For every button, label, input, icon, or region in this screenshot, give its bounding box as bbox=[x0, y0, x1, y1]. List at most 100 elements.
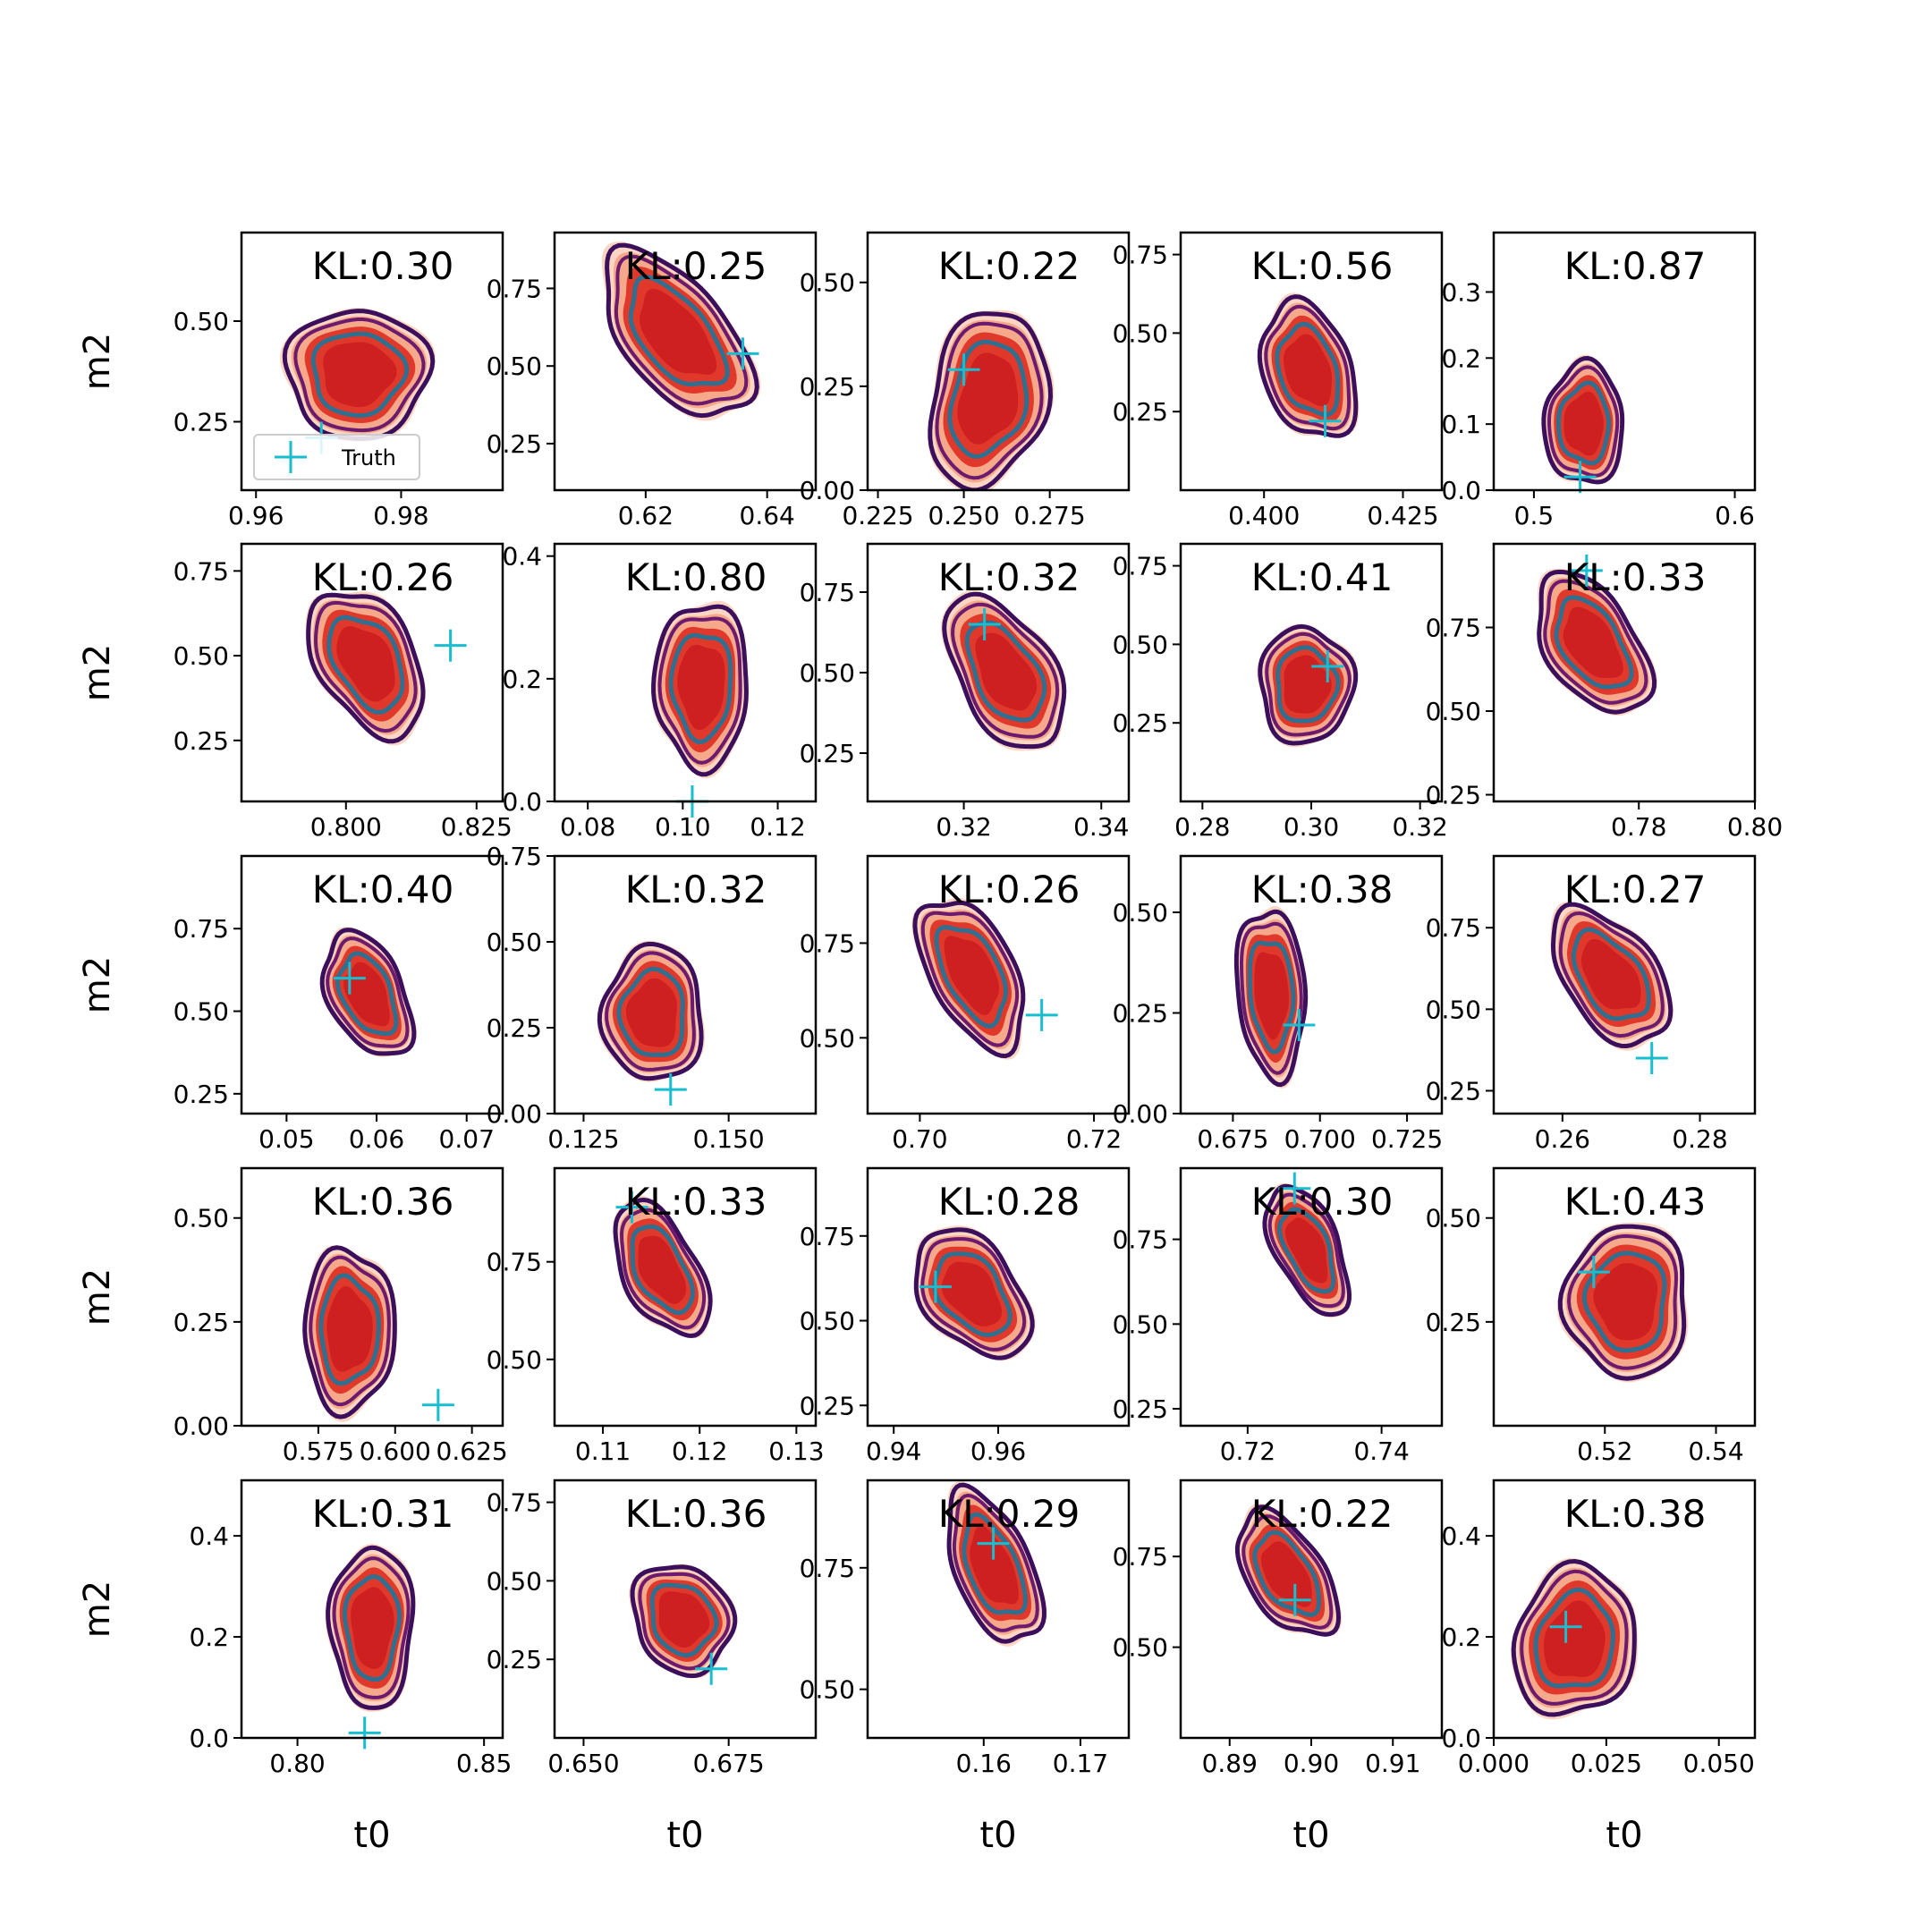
kl-annotation: KL:0.80 bbox=[625, 555, 767, 599]
subplot-5: 0.5 0.6 0.0 0.1 0.2 0.3 KL:0.87 bbox=[1441, 231, 1757, 530]
subplot-24: 0.89 0.90 0.91 0.50 0.75 KL:0.22 t0 bbox=[1113, 1479, 1444, 1856]
x-tick-label: 0.800 bbox=[310, 812, 382, 842]
x-tick-label: 0.025 bbox=[1571, 1749, 1642, 1778]
y-tick-label: 0.50 bbox=[1426, 995, 1481, 1024]
density-fill-core bbox=[1284, 334, 1332, 407]
subplot-12: 0.125 0.150 0.00 0.25 0.50 0.75 KL:0.32 bbox=[487, 842, 818, 1154]
y-tick-label: 0.25 bbox=[487, 1645, 542, 1674]
kl-annotation: KL:0.43 bbox=[1564, 1180, 1707, 1224]
subplot-25: 0.000 0.025 0.050 0.0 0.2 0.4 KL:0.38 t0 bbox=[1441, 1479, 1757, 1856]
x-axis-label: t0 bbox=[1606, 1815, 1642, 1856]
subplot-9: 0.28 0.30 0.32 0.25 0.50 0.75 KL:0.41 bbox=[1113, 542, 1448, 842]
subplot-2: 0.62 0.64 0.25 0.50 0.75 KL:0.25 bbox=[487, 231, 818, 530]
x-tick-label: 0.700 bbox=[1284, 1124, 1356, 1154]
contour-line-outer bbox=[651, 604, 749, 777]
kl-annotation: KL:0.32 bbox=[625, 868, 767, 911]
y-tick-label: 0.50 bbox=[174, 641, 229, 671]
truth-marker bbox=[919, 1270, 952, 1303]
x-tick-label: 0.650 bbox=[547, 1749, 619, 1778]
subplot-13: 0.70 0.72 0.50 0.75 KL:0.26 bbox=[800, 854, 1131, 1154]
y-tick-label: 0.4 bbox=[502, 542, 542, 572]
y-axis-label: m2 bbox=[77, 1580, 118, 1638]
y-tick-label: 0.2 bbox=[1441, 343, 1481, 373]
contour-line-inner bbox=[1533, 1587, 1615, 1689]
truth-marker bbox=[615, 1191, 648, 1224]
y-tick-label: 0.75 bbox=[1426, 614, 1481, 643]
x-tick-label: 0.96 bbox=[970, 1436, 1026, 1466]
subplot-frame bbox=[866, 854, 1131, 1115]
x-axis-label: t0 bbox=[666, 1815, 703, 1856]
x-tick-label: 0.28 bbox=[1174, 812, 1230, 842]
contour-line-inner bbox=[649, 1582, 719, 1658]
kl-annotation: KL:0.38 bbox=[1251, 868, 1394, 911]
subplot-frame bbox=[866, 1479, 1131, 1740]
contour-line-inner bbox=[318, 1273, 381, 1386]
x-tick-label: 0.425 bbox=[1367, 501, 1438, 530]
contour-line-outer bbox=[942, 591, 1067, 750]
subplot-frame bbox=[240, 542, 504, 803]
contour-line-outer bbox=[1262, 1183, 1352, 1318]
y-tick-label: 0.75 bbox=[1426, 913, 1481, 943]
y-tick-label: 0.75 bbox=[800, 1222, 855, 1251]
subplot-frame bbox=[1492, 1479, 1757, 1740]
x-tick-label: 0.225 bbox=[842, 501, 913, 530]
y-tick-label: 0.50 bbox=[800, 1023, 855, 1053]
subplot-plot-area bbox=[325, 1543, 416, 1712]
contour-line-mid bbox=[952, 1493, 1039, 1632]
density-fill-core bbox=[1593, 1263, 1658, 1341]
density-fill-core bbox=[336, 626, 395, 702]
x-tick-label: 0.675 bbox=[693, 1749, 765, 1778]
contour-line-outer bbox=[1258, 623, 1359, 746]
subplot-plot-area bbox=[597, 940, 705, 1082]
subplot-frame bbox=[1179, 231, 1444, 492]
contour-line-inner bbox=[964, 620, 1047, 723]
x-tick-label: 0.32 bbox=[936, 812, 991, 842]
density-fill-core bbox=[970, 1525, 1019, 1605]
density-fill-core bbox=[944, 936, 999, 1015]
x-axis-label: t0 bbox=[979, 1815, 1016, 1856]
contour-line-inner bbox=[1554, 595, 1634, 690]
contour-line-mid bbox=[935, 321, 1044, 480]
truth-marker bbox=[348, 1716, 381, 1750]
y-tick-label: 0.75 bbox=[487, 274, 542, 303]
subplot-11: 0.05 0.06 0.07 0.25 0.50 0.75 KL:0.40 m2 bbox=[77, 854, 504, 1154]
kl-annotation: KL:0.41 bbox=[1251, 555, 1394, 599]
y-tick-label: 0.25 bbox=[1113, 708, 1168, 738]
contour-line-outer bbox=[302, 1245, 397, 1419]
subplot-7: 0.08 0.10 0.12 0.0 0.2 0.4 KL:0.80 bbox=[502, 542, 818, 842]
y-tick-label: 0.75 bbox=[1113, 552, 1168, 581]
contour-line-outer bbox=[326, 1545, 416, 1710]
density-fill-core bbox=[1563, 391, 1604, 456]
contour-line-outer bbox=[306, 592, 426, 744]
y-tick-label: 0.75 bbox=[487, 842, 542, 871]
density-fill-core bbox=[957, 352, 1019, 445]
subplot-plot-area bbox=[913, 1225, 1036, 1361]
subplot-plot-area bbox=[911, 897, 1026, 1060]
subplot-3: 0.225 0.250 0.275 0.00 0.25 0.50 KL:0.22 bbox=[800, 231, 1131, 530]
subplot-plot-area bbox=[1537, 568, 1658, 716]
x-tick-label: 0.250 bbox=[928, 501, 999, 530]
kl-annotation: KL:0.25 bbox=[625, 244, 767, 288]
subplot-plot-area bbox=[1233, 906, 1309, 1089]
y-tick-label: 0.50 bbox=[1113, 1633, 1168, 1663]
subplot-plot-area bbox=[305, 591, 427, 746]
x-tick-label: 0.275 bbox=[1014, 501, 1086, 530]
subplot-21: 0.80 0.85 0.0 0.2 0.4 KL:0.31 m2 t0 bbox=[77, 1479, 512, 1856]
kl-annotation: KL:0.28 bbox=[938, 1180, 1080, 1224]
y-tick-label: 0.50 bbox=[1113, 630, 1168, 659]
x-tick-label: 0.52 bbox=[1577, 1436, 1632, 1466]
y-tick-label: 0.25 bbox=[174, 408, 229, 437]
y-tick-label: 0.4 bbox=[189, 1521, 229, 1551]
y-axis-label: m2 bbox=[77, 1268, 118, 1326]
contour-line-outer bbox=[1257, 294, 1359, 438]
y-tick-label: 0.50 bbox=[174, 1204, 229, 1233]
density-fill-core bbox=[1563, 606, 1623, 678]
kl-annotation: KL:0.29 bbox=[938, 1492, 1080, 1536]
subplot-17: 0.11 0.12 0.13 0.50 0.75 KL:0.33 bbox=[487, 1166, 825, 1466]
contour-line-mid bbox=[920, 1237, 1027, 1352]
kl-annotation: KL:0.32 bbox=[938, 555, 1080, 599]
subplot-frame bbox=[1179, 1166, 1444, 1428]
contour-line-mid bbox=[638, 1572, 731, 1671]
subplot-plot-area bbox=[302, 1245, 397, 1422]
contour-line-outer bbox=[928, 311, 1054, 490]
